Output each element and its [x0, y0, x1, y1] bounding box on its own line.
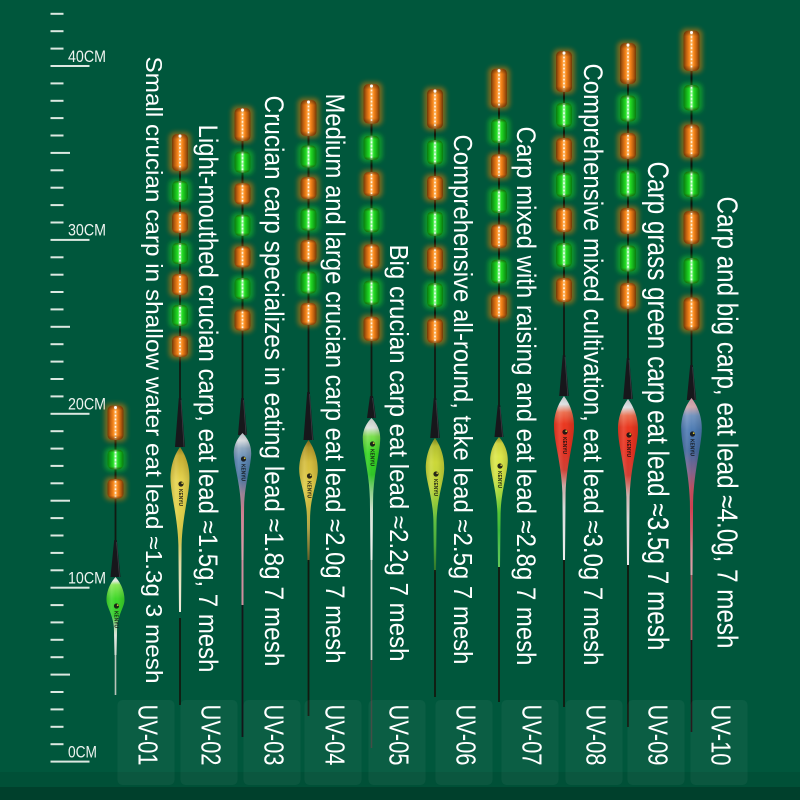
svg-text:Comprehensive all-round, take: Comprehensive all-round, take lead ≈2.5g… [448, 135, 478, 665]
svg-text:Comprehensive mixed cultivatio: Comprehensive mixed cultivation, eat lea… [578, 64, 608, 666]
svg-text:Crucian carp specializes in ea: Crucian carp specializes in eating lead … [259, 96, 289, 667]
svg-text:UV-01: UV-01 [133, 705, 164, 766]
svg-text:KENYU: KENYU [496, 471, 502, 488]
svg-text:Carp and big carp, eat lead ≈4: Carp and big carp, eat lead ≈4.0g, 7 mes… [711, 197, 743, 649]
svg-text:UV-06: UV-06 [451, 705, 482, 766]
svg-text:UV-08: UV-08 [581, 705, 612, 766]
svg-text:20CM: 20CM [68, 395, 106, 414]
svg-text:UV-07: UV-07 [517, 705, 548, 766]
svg-text:40CM: 40CM [68, 47, 106, 66]
svg-text:UV-10: UV-10 [706, 705, 737, 766]
svg-text:10CM: 10CM [68, 569, 106, 588]
svg-text:0CM: 0CM [68, 742, 97, 761]
svg-text:KENYU: KENYU [113, 611, 119, 628]
svg-text:KENYU: KENYU [432, 479, 438, 496]
svg-text:UV-03: UV-03 [259, 705, 290, 766]
svg-text:Light-mouthed crucian carp, ea: Light-mouthed crucian carp, eat lead ≈1.… [193, 125, 223, 673]
svg-text:Small crucian carp in shallow: Small crucian carp in shallow water eat … [141, 57, 167, 684]
svg-text:Carp grass green carp eat lead: Carp grass green carp eat lead ≈3.5g 7 m… [641, 162, 674, 651]
svg-text:Big crucian carp eat lead ≈2.2: Big crucian carp eat lead ≈2.2g 7 mesh [384, 245, 414, 662]
svg-text:KENYU: KENYU [561, 437, 567, 454]
svg-text:KENYU: KENYU [625, 440, 631, 457]
svg-text:UV-02: UV-02 [196, 705, 227, 766]
svg-text:KENYU: KENYU [177, 489, 183, 506]
svg-text:Medium and large crucian carp: Medium and large crucian carp eat lead ≈… [320, 94, 350, 664]
svg-text:UV-09: UV-09 [643, 705, 674, 766]
svg-text:UV-05: UV-05 [384, 705, 415, 766]
svg-text:30CM: 30CM [68, 221, 106, 240]
svg-text:UV-04: UV-04 [320, 705, 351, 766]
svg-text:Carp mixed with raising and ea: Carp mixed with raising and eat lead ≈2.… [511, 127, 541, 666]
svg-text:KENYU: KENYU [240, 464, 246, 481]
svg-text:KENYU: KENYU [306, 481, 312, 498]
svg-text:KENYU: KENYU [689, 439, 695, 456]
svg-text:KENYU: KENYU [369, 449, 375, 466]
